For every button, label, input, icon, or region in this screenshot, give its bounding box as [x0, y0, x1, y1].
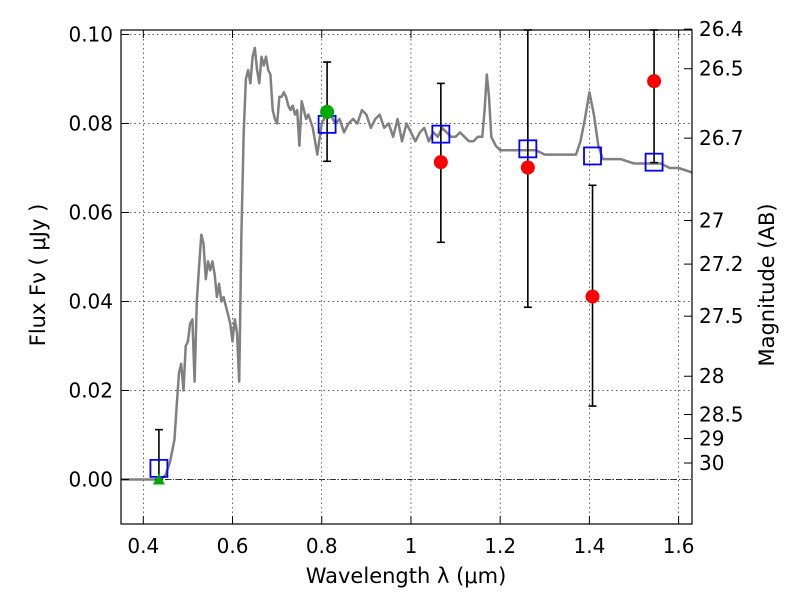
observed-flux-point — [320, 104, 335, 119]
x-tick-label: 0.8 — [306, 534, 338, 558]
y2-tick-label: 28 — [699, 364, 724, 388]
y2-tick-label: 26.7 — [699, 126, 744, 150]
ticks — [121, 28, 692, 524]
x-tick-label: 0.4 — [127, 534, 159, 558]
y-tick-label: 0.00 — [68, 467, 113, 491]
observed-flux-point — [647, 74, 662, 89]
x-tick-label: 1.6 — [663, 534, 695, 558]
y2-tick-label: 30 — [699, 451, 724, 475]
y2-tick-label: 27 — [699, 208, 724, 232]
x-tick-label: 0.6 — [217, 534, 249, 558]
x-axis-label: Wavelength λ (μm) — [306, 564, 507, 588]
y2-tick-label: 26.4 — [699, 17, 744, 41]
y-tick-label: 0.04 — [68, 289, 113, 313]
model-photometry-square — [518, 139, 538, 159]
model-photometry-square — [431, 124, 451, 144]
upper-limit-triangle — [152, 473, 165, 485]
model-photometry-square — [644, 152, 664, 172]
y2-axis-label: Magnitude (AB) — [755, 203, 779, 366]
y2-tick-label: 27.2 — [699, 252, 744, 276]
y-tick-label: 0.10 — [68, 22, 113, 46]
y-tick-label: 0.06 — [68, 200, 113, 224]
y-tick-label: 0.08 — [68, 111, 113, 135]
y-axis-label: Flux Fν ( μJy ) — [26, 204, 50, 347]
plot-frame — [120, 29, 693, 525]
observed-flux-point — [585, 289, 600, 304]
model-photometry-square — [583, 146, 602, 166]
y2-tick-label: 27.5 — [699, 304, 744, 328]
x-tick-label: 1.2 — [484, 534, 516, 558]
y2-tick-label: 29 — [699, 427, 724, 451]
x-tick-label: 1 — [405, 534, 418, 558]
x-tick-label: 1.4 — [573, 534, 605, 558]
observed-flux-point — [433, 155, 448, 170]
y2-tick-label: 26.5 — [699, 57, 744, 81]
model-spectrum-line — [121, 46, 693, 481]
plot-area — [121, 29, 693, 485]
y-tick-label: 0.02 — [68, 378, 113, 402]
observed-flux-point — [520, 160, 535, 175]
y2-tick-label: 28.5 — [699, 403, 744, 427]
tick-labels: 0.4 0.6 0.8 1 1.2 1.4 1.6 0.00 0.02 0.04 0.06 0.08 0… — [68, 17, 743, 558]
